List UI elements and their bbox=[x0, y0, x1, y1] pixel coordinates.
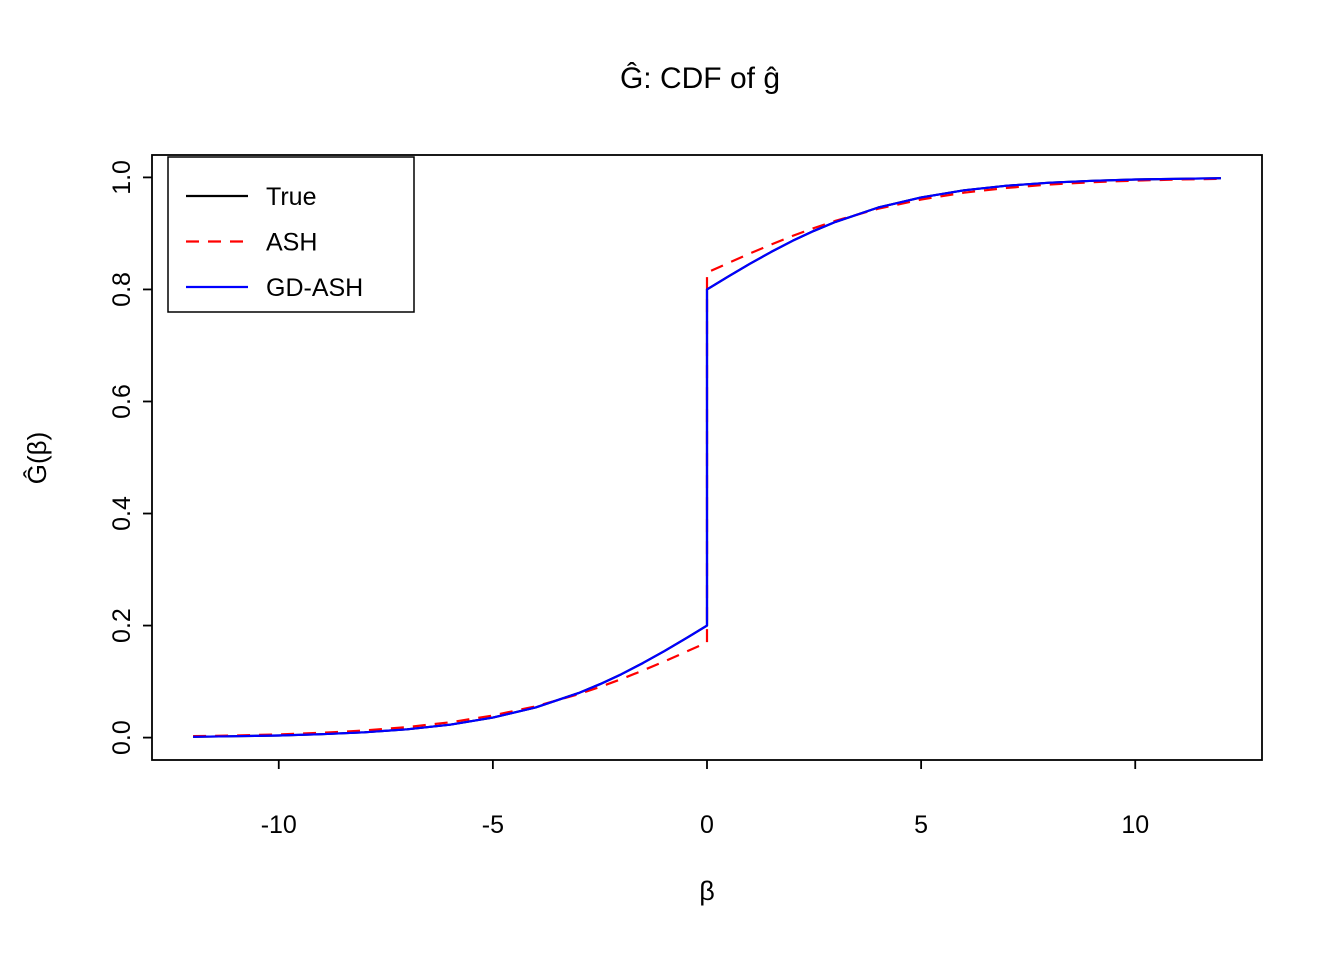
legend-gd-ash-label: GD-ASH bbox=[266, 274, 363, 302]
axes-layer: -10 -5 0 5 10 0.0 0.2 0.4 0.6 0.8 1.0 bbox=[108, 160, 1149, 839]
x-axis-label: β bbox=[699, 876, 715, 906]
series-layer bbox=[193, 177, 1221, 738]
y-tick-label: 0.0 bbox=[108, 720, 136, 755]
x-tick-label: 5 bbox=[914, 811, 928, 839]
y-tick-label: 0.6 bbox=[108, 384, 136, 419]
y-axis-label: Ĝ(β) bbox=[22, 432, 52, 485]
legend-true-label: True bbox=[266, 183, 316, 211]
series-gd-ash-line bbox=[193, 177, 1221, 738]
y-tick-label: 0.2 bbox=[108, 608, 136, 643]
legend: True ASH GD-ASH bbox=[167, 156, 415, 313]
x-tick-label: -10 bbox=[261, 811, 297, 839]
x-tick-label: -5 bbox=[482, 811, 504, 839]
x-tick-label: 10 bbox=[1121, 811, 1149, 839]
y-tick-label: 0.4 bbox=[108, 496, 136, 531]
legend-ash-label: ASH bbox=[266, 229, 317, 257]
y-tick-label: 0.8 bbox=[108, 272, 136, 307]
x-tick-label: 0 bbox=[700, 811, 714, 839]
chart-title: Ĝ: CDF of ĝ bbox=[620, 61, 780, 95]
y-tick-label: 1.0 bbox=[108, 160, 136, 195]
